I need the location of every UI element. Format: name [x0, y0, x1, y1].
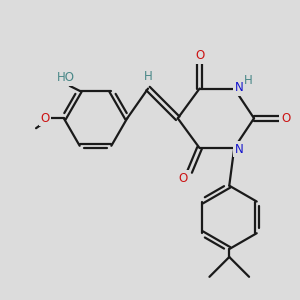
Text: O: O: [40, 112, 50, 125]
Text: N: N: [235, 81, 244, 94]
Text: O: O: [178, 172, 187, 185]
Text: O: O: [195, 50, 204, 62]
Text: O: O: [281, 112, 290, 125]
Text: H: H: [144, 70, 152, 83]
Text: H: H: [244, 74, 253, 87]
Text: HO: HO: [57, 71, 75, 85]
Text: N: N: [235, 142, 244, 155]
